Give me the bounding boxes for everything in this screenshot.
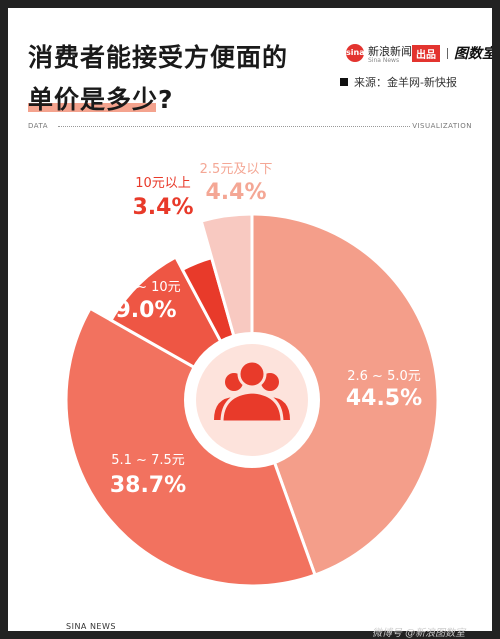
source-text: 来源：金羊网-新快报 (354, 76, 457, 89)
divider-dotted-line (58, 126, 410, 127)
infographic-card: 消费者能接受方便面的 单价是多少? sina 新浪新闻 Sina News 出品… (8, 8, 492, 631)
footer-text: SINA NEWS (62, 622, 120, 631)
title-line-2: 单价是多少? (28, 80, 174, 116)
source-square-icon (340, 78, 348, 86)
slice-value-label: 38.7% (110, 473, 186, 498)
slice-value-label: 4.4% (205, 180, 266, 205)
title-line-1: 消费者能接受方便面的 (28, 43, 289, 72)
slice-category-label: 5.1 ~ 7.5元 (111, 453, 185, 468)
pie-slice (64, 306, 317, 588)
section-divider: DATA VISUALIZATION (28, 121, 472, 133)
slice-category-label: 2.5元及以下 (200, 162, 273, 177)
sina-logo-icon: sina (346, 44, 365, 62)
donut-chart: 2.6 ~ 5.0元 44.5% 5.1 ~ 7.5元 38.7% 7.6 ~ 10元 9… (64, 162, 440, 588)
watermark: 微博号 @新浪图数室 (372, 628, 466, 639)
brand-tag: 出品 (412, 45, 440, 62)
slice-value-label: 44.5% (346, 386, 422, 411)
title-line-2-text: 单价是多少? (28, 85, 174, 114)
divider-label-left: DATA (28, 122, 49, 130)
brand-english-name: Sina News (368, 57, 400, 64)
pie-slice (250, 212, 440, 577)
source-note: 来源：金羊网-新快报 (340, 74, 457, 90)
slice-value-label: 9.0% (115, 298, 176, 323)
slice-value-label: 3.4% (132, 195, 193, 220)
slice-category-label: 7.6 ~ 10元 (111, 280, 180, 295)
brand-series: 图数室 (454, 46, 492, 62)
divider-label-right: VISUALIZATION (412, 122, 472, 130)
chart-labels: 2.6 ~ 5.0元 44.5% 5.1 ~ 7.5元 38.7% 7.6 ~ 10元 9… (110, 162, 422, 498)
slice-category-label: 2.6 ~ 5.0元 (347, 369, 421, 384)
brand-separator (447, 48, 448, 59)
users-icon (214, 359, 290, 424)
slice-category-label: 10元以上 (135, 176, 191, 191)
brand-name: 新浪新闻 (368, 45, 412, 58)
